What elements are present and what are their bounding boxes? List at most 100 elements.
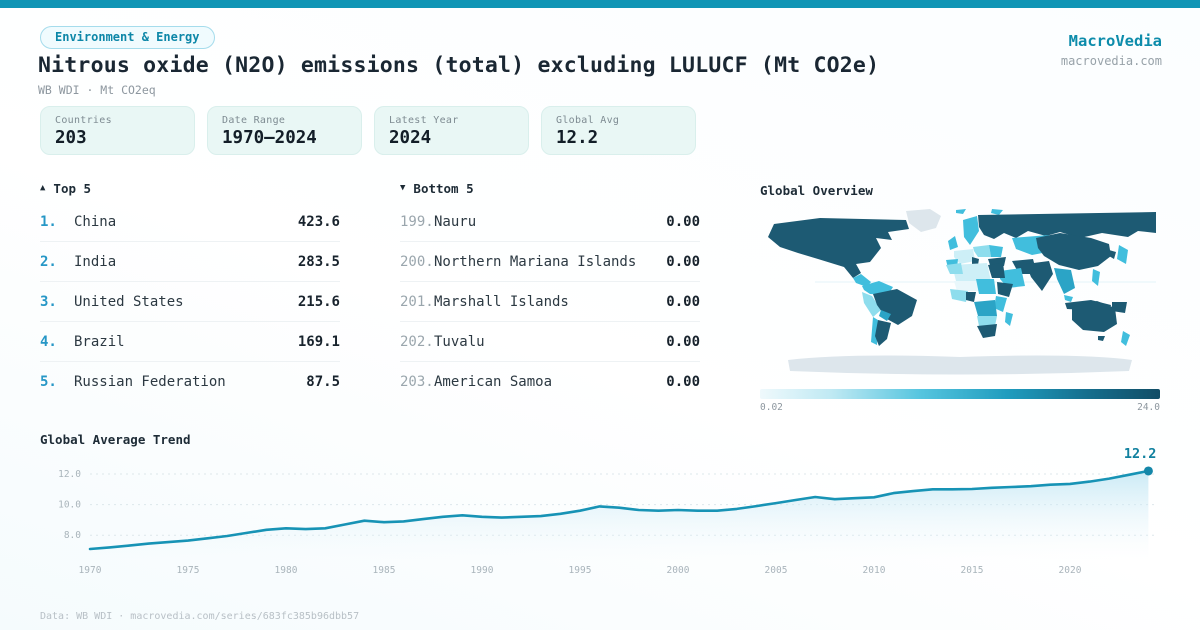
- list-item[interactable]: 201. Marshall Islands 0.00: [400, 282, 700, 322]
- map-region: [862, 292, 881, 317]
- stat-label: Countries: [55, 115, 112, 126]
- x-tick-label: 1975: [177, 565, 200, 576]
- map-region: [997, 282, 1013, 297]
- map-region: [1112, 302, 1127, 313]
- map-region: [1117, 245, 1128, 264]
- rank-label: 1.: [40, 213, 57, 230]
- map-region: [963, 216, 979, 245]
- stat-value: 2024: [389, 128, 432, 148]
- map-region: [973, 245, 991, 257]
- down-triangle-icon: ▼: [400, 183, 406, 193]
- y-tick-label: 8.0: [64, 530, 81, 541]
- map-region: [977, 324, 997, 338]
- list-item[interactable]: 202. Tuvalu 0.00: [400, 322, 700, 362]
- country-name: Northern Mariana Islands: [434, 253, 637, 270]
- map-region: [988, 263, 1005, 278]
- brand-domain-link[interactable]: macrovedia.com: [1060, 54, 1162, 68]
- rank-label: 2.: [40, 253, 57, 270]
- country-name: United States: [74, 293, 184, 310]
- map-region: [1109, 250, 1116, 259]
- world-map: [768, 209, 1156, 375]
- scale-min-label: 0.02: [760, 402, 783, 413]
- map-region: [1026, 261, 1053, 291]
- stat-card-date-range: Date Range 1970–2024: [207, 106, 362, 155]
- trend-end-dot: [1143, 466, 1153, 476]
- map-region: [994, 296, 1007, 312]
- map-region: [1000, 268, 1025, 288]
- top5-header: ▲ Top 5: [40, 180, 340, 196]
- x-tick-label: 2010: [863, 565, 886, 576]
- country-name: India: [74, 253, 117, 270]
- country-value: 87.5: [306, 374, 340, 390]
- stat-card-countries: Countries 203: [40, 106, 195, 155]
- list-item[interactable]: 2. India 283.5: [40, 242, 340, 282]
- country-name: Nauru: [434, 213, 477, 230]
- bottom5-section: ▼ Bottom 5 199. Nauru 0.00 200. Northern Mar…: [400, 180, 700, 402]
- x-tick-label: 1985: [373, 565, 396, 576]
- map-region: [977, 316, 997, 326]
- list-item[interactable]: 203. American Samoa 0.00: [400, 362, 700, 402]
- stats-row: Countries 203 Date Range 1970–2024 Latest Ye…: [40, 106, 696, 155]
- x-tick-label: 1995: [569, 565, 592, 576]
- category-badge[interactable]: Environment & Energy: [40, 26, 215, 49]
- country-value: 169.1: [297, 333, 340, 350]
- map-region: [991, 209, 1003, 215]
- stat-value: 1970–2024: [222, 128, 317, 148]
- map-region: [1064, 295, 1073, 302]
- x-tick-label: 2020: [1059, 565, 1082, 576]
- map-region: [948, 236, 958, 250]
- map-region: [956, 209, 966, 214]
- list-item[interactable]: 1. China 423.6: [40, 202, 340, 242]
- page-subtitle: WB WDI · Mt CO2eq: [38, 83, 156, 97]
- country-value: 0.00: [666, 293, 700, 310]
- rank-label: 199.: [400, 213, 434, 230]
- map-region: [946, 263, 963, 274]
- list-title: Bottom 5: [413, 180, 474, 196]
- country-name: China: [74, 213, 117, 230]
- bottom5-header: ▼ Bottom 5: [400, 180, 700, 196]
- list-item[interactable]: 4. Brazil 169.1: [40, 322, 340, 362]
- map-region: [1092, 269, 1100, 286]
- trend-line: [88, 469, 1150, 551]
- list-item[interactable]: 3. United States 215.6: [40, 282, 340, 322]
- trend-area-fill: [90, 470, 1149, 560]
- list-item[interactable]: 199. Nauru 0.00: [400, 202, 700, 242]
- country-name: Tuvalu: [434, 333, 485, 350]
- stat-card-global-avg: Global Avg 12.2: [541, 106, 696, 155]
- up-triangle-icon: ▲: [40, 183, 46, 193]
- country-name: Brazil: [74, 333, 125, 350]
- x-tick-label: 1990: [471, 565, 494, 576]
- map-region: [974, 300, 997, 316]
- x-tick-label: 1970: [79, 565, 102, 576]
- map-region: [875, 320, 891, 346]
- footer-attribution: Data: WB WDI · macrovedia.com/series/683…: [40, 611, 360, 622]
- map-region: [1121, 331, 1130, 346]
- map-region: [1098, 336, 1105, 341]
- rank-label: 4.: [40, 333, 57, 350]
- list-item[interactable]: 5. Russian Federation 87.5: [40, 362, 340, 402]
- map-region: [978, 212, 1156, 239]
- trend-title: Global Average Trend: [40, 432, 191, 447]
- country-value: 0.00: [666, 374, 700, 390]
- rank-label: 3.: [40, 293, 57, 310]
- list-item[interactable]: 200. Northern Mariana Islands 0.00: [400, 242, 700, 282]
- stat-card-latest-year: Latest Year 2024: [374, 106, 529, 155]
- scale-max-label: 24.0: [1137, 402, 1160, 413]
- top5-list: 1. China 423.6 2. India 283.5 3. United States 2…: [40, 202, 340, 402]
- map-color-scale: [760, 389, 1160, 399]
- x-tick-label: 2000: [667, 565, 690, 576]
- country-name: Marshall Islands: [434, 293, 569, 310]
- y-tick-label: 12.0: [58, 469, 81, 480]
- country-value: 0.00: [666, 253, 700, 270]
- map-region: [873, 289, 917, 325]
- trend-end-label: 12.2: [1124, 446, 1157, 462]
- rank-label: 201.: [400, 293, 434, 310]
- map-region: [966, 292, 976, 302]
- map-region: [906, 209, 941, 232]
- stat-label: Date Range: [222, 115, 286, 126]
- top5-section: ▲ Top 5 1. China 423.6 2. India 283.5 3. United…: [40, 180, 340, 402]
- stat-value: 203: [55, 128, 87, 148]
- map-region: [989, 245, 1003, 257]
- rank-label: 203.: [400, 374, 434, 390]
- rank-label: 200.: [400, 253, 434, 270]
